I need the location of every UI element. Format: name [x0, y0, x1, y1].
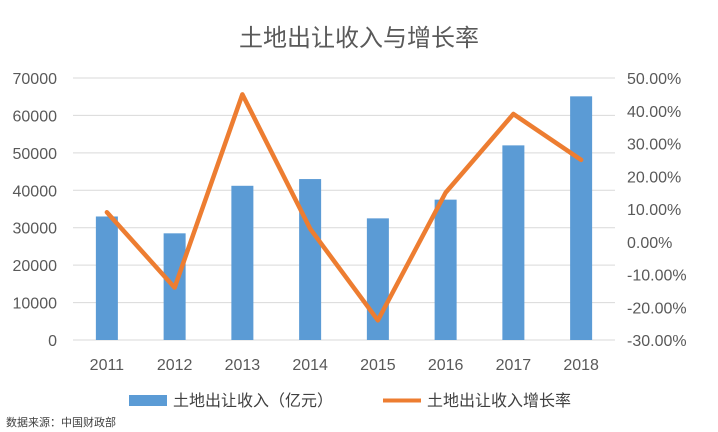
bar-series	[95, 96, 593, 340]
legend-label-line: 土地出让收入增长率	[427, 391, 571, 410]
x-tick-label: 2012	[157, 357, 193, 374]
bar	[231, 185, 254, 340]
bar	[502, 145, 525, 340]
right-tick-label: -20.00%	[627, 300, 687, 317]
legend-label-bar: 土地出让收入（亿元）	[173, 391, 333, 410]
x-tick-label: 2011	[90, 357, 125, 374]
left-tick-label: 40000	[13, 183, 58, 200]
x-tick-label: 2018	[563, 357, 599, 374]
left-tick-label: 60000	[13, 108, 58, 125]
line-point	[377, 319, 379, 321]
bar	[434, 199, 457, 340]
right-tick-label: 20.00%	[627, 169, 681, 186]
line-series	[104, 92, 584, 323]
legend-swatch-bar	[129, 395, 167, 406]
line-point	[580, 159, 582, 161]
gridlines	[73, 77, 615, 341]
left-axis: 0 10000 20000 30000 40000 50000 60000 70000	[13, 71, 58, 350]
x-tick-label: 2016	[428, 357, 464, 374]
line-point	[106, 211, 108, 213]
left-tick-label: 0	[48, 333, 57, 350]
bar	[95, 216, 118, 340]
right-tick-label: 30.00%	[627, 137, 681, 154]
left-tick-label: 20000	[13, 258, 58, 275]
x-tick-label: 2013	[225, 357, 261, 374]
growth-line	[104, 92, 584, 323]
left-tick-label: 10000	[13, 296, 58, 313]
chart-title: 土地出让收入与增长率	[239, 24, 479, 52]
legend: 土地出让收入（亿元） 土地出让收入增长率	[129, 391, 571, 410]
x-axis: 2011 2012 2013 2014 2015 2016 2017 2018	[90, 357, 599, 374]
right-tick-label: 0.00%	[627, 235, 672, 252]
left-tick-label: 30000	[13, 221, 58, 238]
bar	[570, 96, 593, 340]
right-axis: -30.00% -20.00% -10.00% 0.00% 10.00% 20.00% 30…	[627, 71, 687, 350]
line-point	[174, 287, 176, 289]
line-point	[309, 228, 311, 230]
right-tick-label: 40.00%	[627, 104, 681, 121]
bar	[299, 179, 322, 340]
x-tick-label: 2014	[292, 357, 328, 374]
left-tick-label: 50000	[13, 146, 58, 163]
right-tick-label: -10.00%	[627, 268, 687, 285]
right-tick-label: -30.00%	[627, 333, 687, 350]
line-point	[512, 113, 514, 115]
left-tick-label: 70000	[13, 71, 58, 88]
x-tick-label: 2015	[360, 357, 396, 374]
right-tick-label: 10.00%	[627, 202, 681, 219]
source-note: 数据来源：中国财政部	[6, 415, 116, 429]
line-point	[445, 192, 447, 194]
line-point	[241, 93, 243, 95]
x-tick-label: 2017	[496, 357, 532, 374]
right-tick-label: 50.00%	[627, 71, 681, 88]
